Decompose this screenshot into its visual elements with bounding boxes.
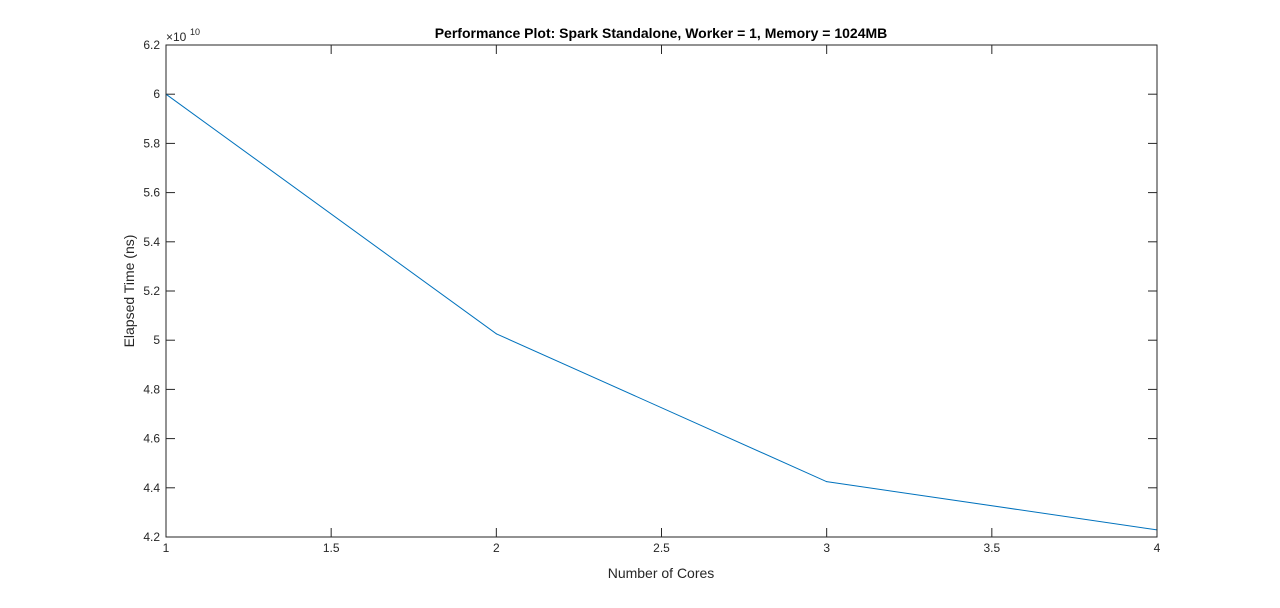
y-tick-label: 5.2 — [143, 284, 160, 298]
x-tick-label: 3 — [823, 541, 830, 555]
y-tick-label: 6 — [153, 87, 160, 101]
x-tick-label: 3.5 — [983, 541, 1000, 555]
x-tick-label: 1 — [163, 541, 170, 555]
y-tick-label: 5.8 — [143, 136, 160, 150]
chart-title: Performance Plot: Spark Standalone, Work… — [435, 25, 888, 41]
y-tick-label: 5.6 — [143, 186, 160, 200]
y-tick-label: 5.4 — [143, 235, 160, 249]
y-axis-label: Elapsed Time (ns) — [121, 235, 137, 348]
x-tick-label: 4 — [1154, 541, 1161, 555]
y-tick-label: 4.2 — [143, 530, 160, 544]
y-tick-label: 4.4 — [143, 481, 160, 495]
x-axis-label: Number of Cores — [608, 565, 715, 581]
data-point — [495, 333, 497, 335]
y-exponent-power: 10 — [190, 27, 200, 37]
y-exponent-base: ×10 — [166, 30, 187, 44]
x-tick-label: 2 — [493, 541, 500, 555]
plot-frame — [165, 44, 1158, 538]
y-tick-label: 6.2 — [143, 38, 160, 52]
y-tick-label: 5 — [153, 333, 160, 347]
x-tick-label: 2.5 — [653, 541, 670, 555]
y-tick-label: 4.6 — [143, 432, 160, 446]
tick-labels: 1 1.5 2 2.5 3 3.5 4 4.2 4.4 4.6 4.8 5 5.2 5.4 5.6 5.8 6 6… — [143, 38, 1160, 555]
x-tick-label: 1.5 — [323, 541, 340, 555]
y-tick-label: 4.8 — [143, 382, 160, 396]
series-line — [165, 93, 1158, 531]
data-point — [826, 481, 828, 483]
plot-area — [166, 45, 1157, 537]
